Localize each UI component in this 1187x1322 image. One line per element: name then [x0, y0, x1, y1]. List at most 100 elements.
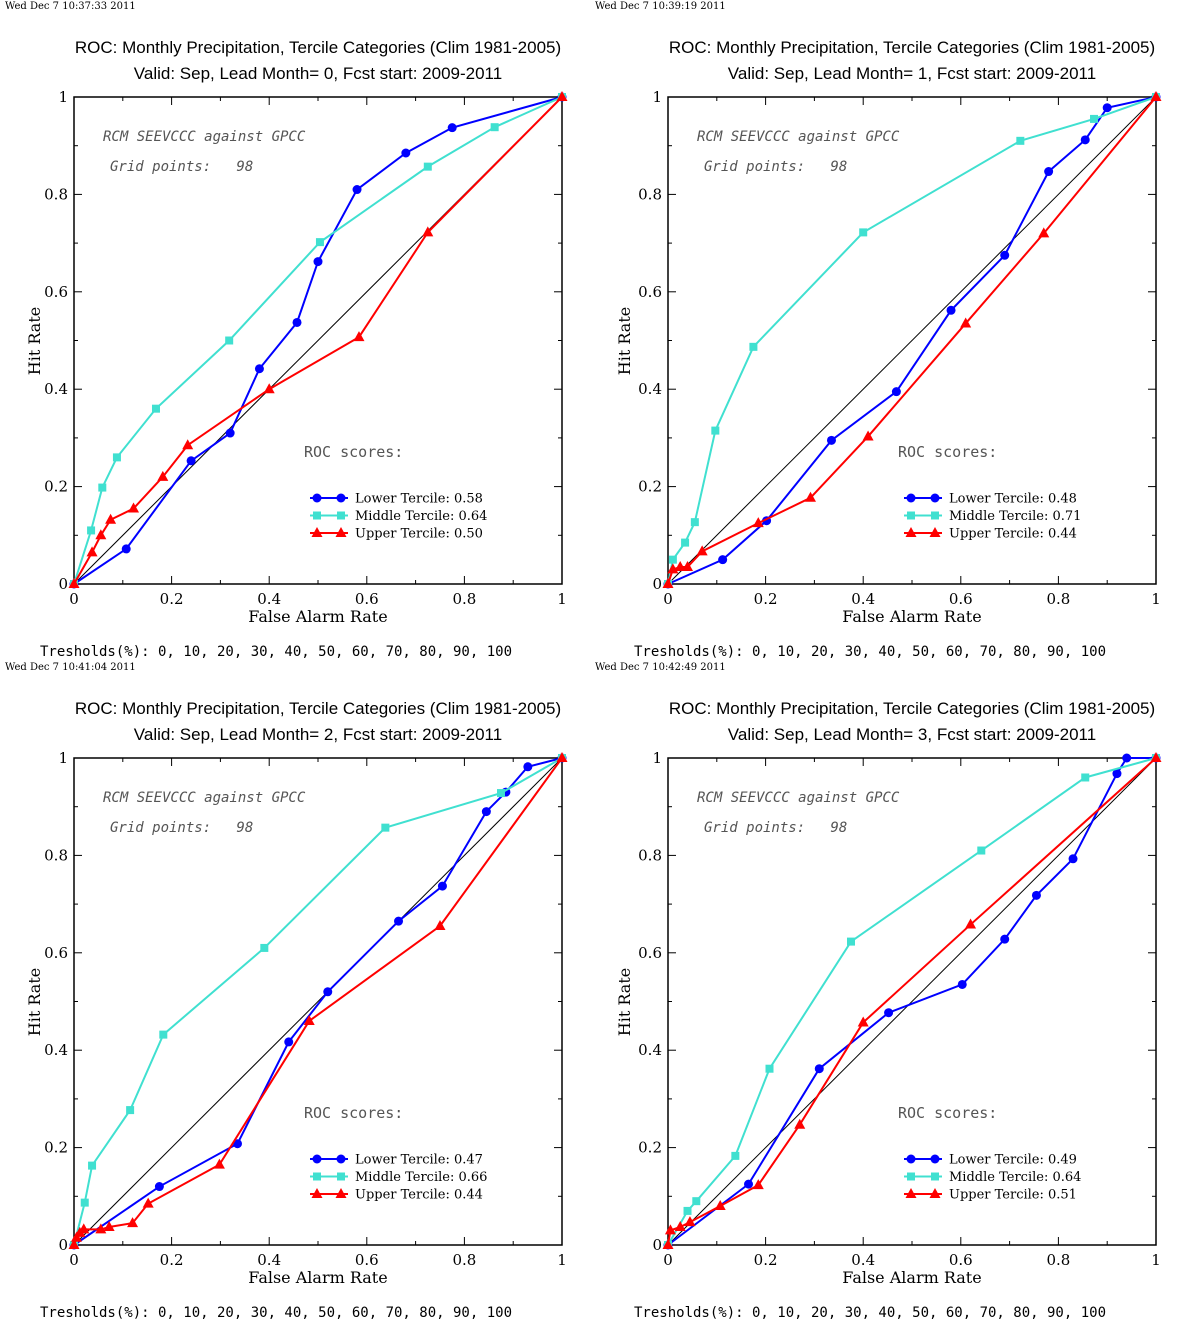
- chart-subtitle: Valid: Sep, Lead Month= 2, Fcst start: 2…: [134, 725, 502, 744]
- upper-tercile-point: [157, 470, 169, 481]
- legend-middle-label: Middle Tercile: 0.71: [949, 509, 1081, 524]
- middle-tercile-point: [690, 518, 699, 527]
- legend-middle-marker: [337, 1172, 345, 1181]
- upper-tercile-point: [103, 1220, 115, 1231]
- middle-tercile-point: [315, 238, 324, 247]
- x-tick-label: 1: [557, 1251, 567, 1269]
- thresholds-note: Tresholds(%): 0, 10, 20, 30, 40, 50, 60,…: [634, 1305, 1106, 1321]
- lower-tercile-point: [284, 1037, 294, 1047]
- roc-scores-heading: ROC scores:: [898, 443, 997, 461]
- middle-tercile-point: [88, 1161, 97, 1170]
- legend-upper-marker: [905, 527, 917, 537]
- legend-upper-marker: [335, 1188, 347, 1198]
- middle-tercile-point: [692, 1197, 701, 1206]
- lower-tercile-point: [891, 387, 901, 397]
- lower-tercile-point: [1044, 167, 1054, 177]
- upper-tercile-point: [965, 918, 977, 929]
- lower-tercile-point: [232, 1139, 242, 1149]
- y-tick-label: 0: [652, 1236, 662, 1254]
- y-axis-label: Hit Rate: [615, 968, 634, 1036]
- x-tick-label: 0.2: [754, 1251, 778, 1269]
- x-tick-label: 0.8: [1046, 590, 1070, 608]
- x-axis-label: False Alarm Rate: [248, 1268, 387, 1287]
- upper-tercile-point: [182, 439, 194, 450]
- lower-tercile-point: [523, 762, 533, 772]
- lower-tercile-point: [1031, 890, 1041, 900]
- upper-tercile-point: [1150, 752, 1162, 762]
- y-axis-label: Hit Rate: [25, 968, 44, 1036]
- upper-tercile-point: [95, 529, 107, 540]
- middle-tercile-point: [859, 228, 868, 237]
- y-tick-label: 0.4: [44, 380, 68, 398]
- upper-tercile-point: [794, 1118, 806, 1129]
- x-tick-label: 0.6: [949, 590, 973, 608]
- y-tick-label: 1: [652, 749, 662, 767]
- lower-tercile-point: [323, 987, 333, 997]
- x-tick-label: 0.2: [754, 590, 778, 608]
- lower-tercile-point: [1068, 854, 1078, 864]
- lower-tercile-point: [186, 456, 196, 466]
- annotation-model: RCM SEEVCCC against GPCC: [697, 129, 900, 145]
- x-tick-label: 1: [557, 590, 567, 608]
- legend-middle-label: Middle Tercile: 0.64: [949, 1170, 1081, 1185]
- timestamp: Wed Dec 7 10:42:49 2011: [595, 662, 726, 673]
- legend-lower-marker: [336, 493, 346, 503]
- middle-tercile-point: [159, 1030, 168, 1039]
- roc-scores-heading: ROC scores:: [304, 1104, 403, 1122]
- y-tick-label: 0.6: [638, 283, 662, 301]
- y-tick-label: 0.8: [638, 846, 662, 864]
- timestamp: Wed Dec 7 10:41:04 2011: [5, 662, 136, 673]
- lower-tercile-point: [718, 555, 728, 565]
- lower-tercile-point: [1102, 103, 1112, 113]
- middle-tercile-point: [765, 1064, 774, 1073]
- legend-upper-marker: [905, 1188, 917, 1198]
- roc-panel-lead-1: Wed Dec 7 10:39:19 2011 ROC: Monthly Pre…: [595, 1, 1162, 660]
- x-axis-label: False Alarm Rate: [842, 607, 981, 626]
- upper-tercile-point: [752, 1179, 764, 1190]
- upper-tercile-point: [556, 752, 568, 762]
- middle-tercile-point: [98, 483, 107, 492]
- chart-title: ROC: Monthly Precipitation, Tercile Cate…: [75, 699, 561, 718]
- lower-tercile-point: [744, 1179, 754, 1189]
- y-axis-label: Hit Rate: [25, 307, 44, 375]
- legend-lower-marker: [906, 1154, 916, 1164]
- upper-tercile-point: [263, 383, 275, 394]
- legend-lower-marker: [312, 493, 322, 503]
- legend-lower-marker: [930, 493, 940, 503]
- lower-tercile-point: [957, 979, 967, 989]
- annotation-grid-points: Grid points: 98: [704, 820, 847, 836]
- upper-tercile-point: [556, 91, 568, 101]
- legend-upper-marker: [335, 527, 347, 537]
- x-tick-label: 0: [663, 590, 673, 608]
- roc-panel-lead-0: Wed Dec 7 10:37:33 2011 ROC: Monthly Pre…: [5, 1, 568, 660]
- x-tick-label: 0: [663, 1251, 673, 1269]
- upper-tercile-point: [862, 430, 874, 441]
- x-axis-label: False Alarm Rate: [248, 607, 387, 626]
- middle-tercile-point: [225, 336, 234, 345]
- lower-tercile-point: [154, 1182, 164, 1192]
- lower-tercile-point: [352, 185, 362, 195]
- lower-tercile-point: [313, 257, 323, 267]
- lower-tercile-point: [292, 317, 302, 327]
- chart-title: ROC: Monthly Precipitation, Tercile Cate…: [669, 38, 1155, 57]
- middle-tercile-point: [711, 426, 720, 435]
- legend-upper-label: Upper Tercile: 0.50: [355, 527, 483, 542]
- legend-upper-marker: [311, 1188, 323, 1198]
- roc-panel-lead-2: Wed Dec 7 10:41:04 2011 ROC: Monthly Pre…: [5, 662, 568, 1321]
- middle-tercile-point: [1090, 114, 1099, 123]
- y-tick-label: 0.2: [44, 478, 68, 496]
- middle-tercile-point: [977, 846, 986, 855]
- legend-middle-marker: [931, 1172, 939, 1181]
- y-tick-label: 0.2: [638, 478, 662, 496]
- legend-middle-marker: [313, 1172, 321, 1181]
- lower-tercile-point: [884, 1008, 894, 1018]
- x-tick-label: 0.4: [851, 1251, 875, 1269]
- upper-tercile-point: [696, 545, 708, 556]
- annotation-grid-points: Grid points: 98: [704, 159, 847, 175]
- lower-tercile-point: [447, 123, 457, 133]
- upper-tercile-line: [667, 757, 1157, 1246]
- x-tick-label: 0.4: [851, 590, 875, 608]
- x-tick-label: 0.8: [452, 590, 476, 608]
- legend-lower-label: Lower Tercile: 0.58: [355, 492, 483, 507]
- x-axis-label: False Alarm Rate: [842, 1268, 981, 1287]
